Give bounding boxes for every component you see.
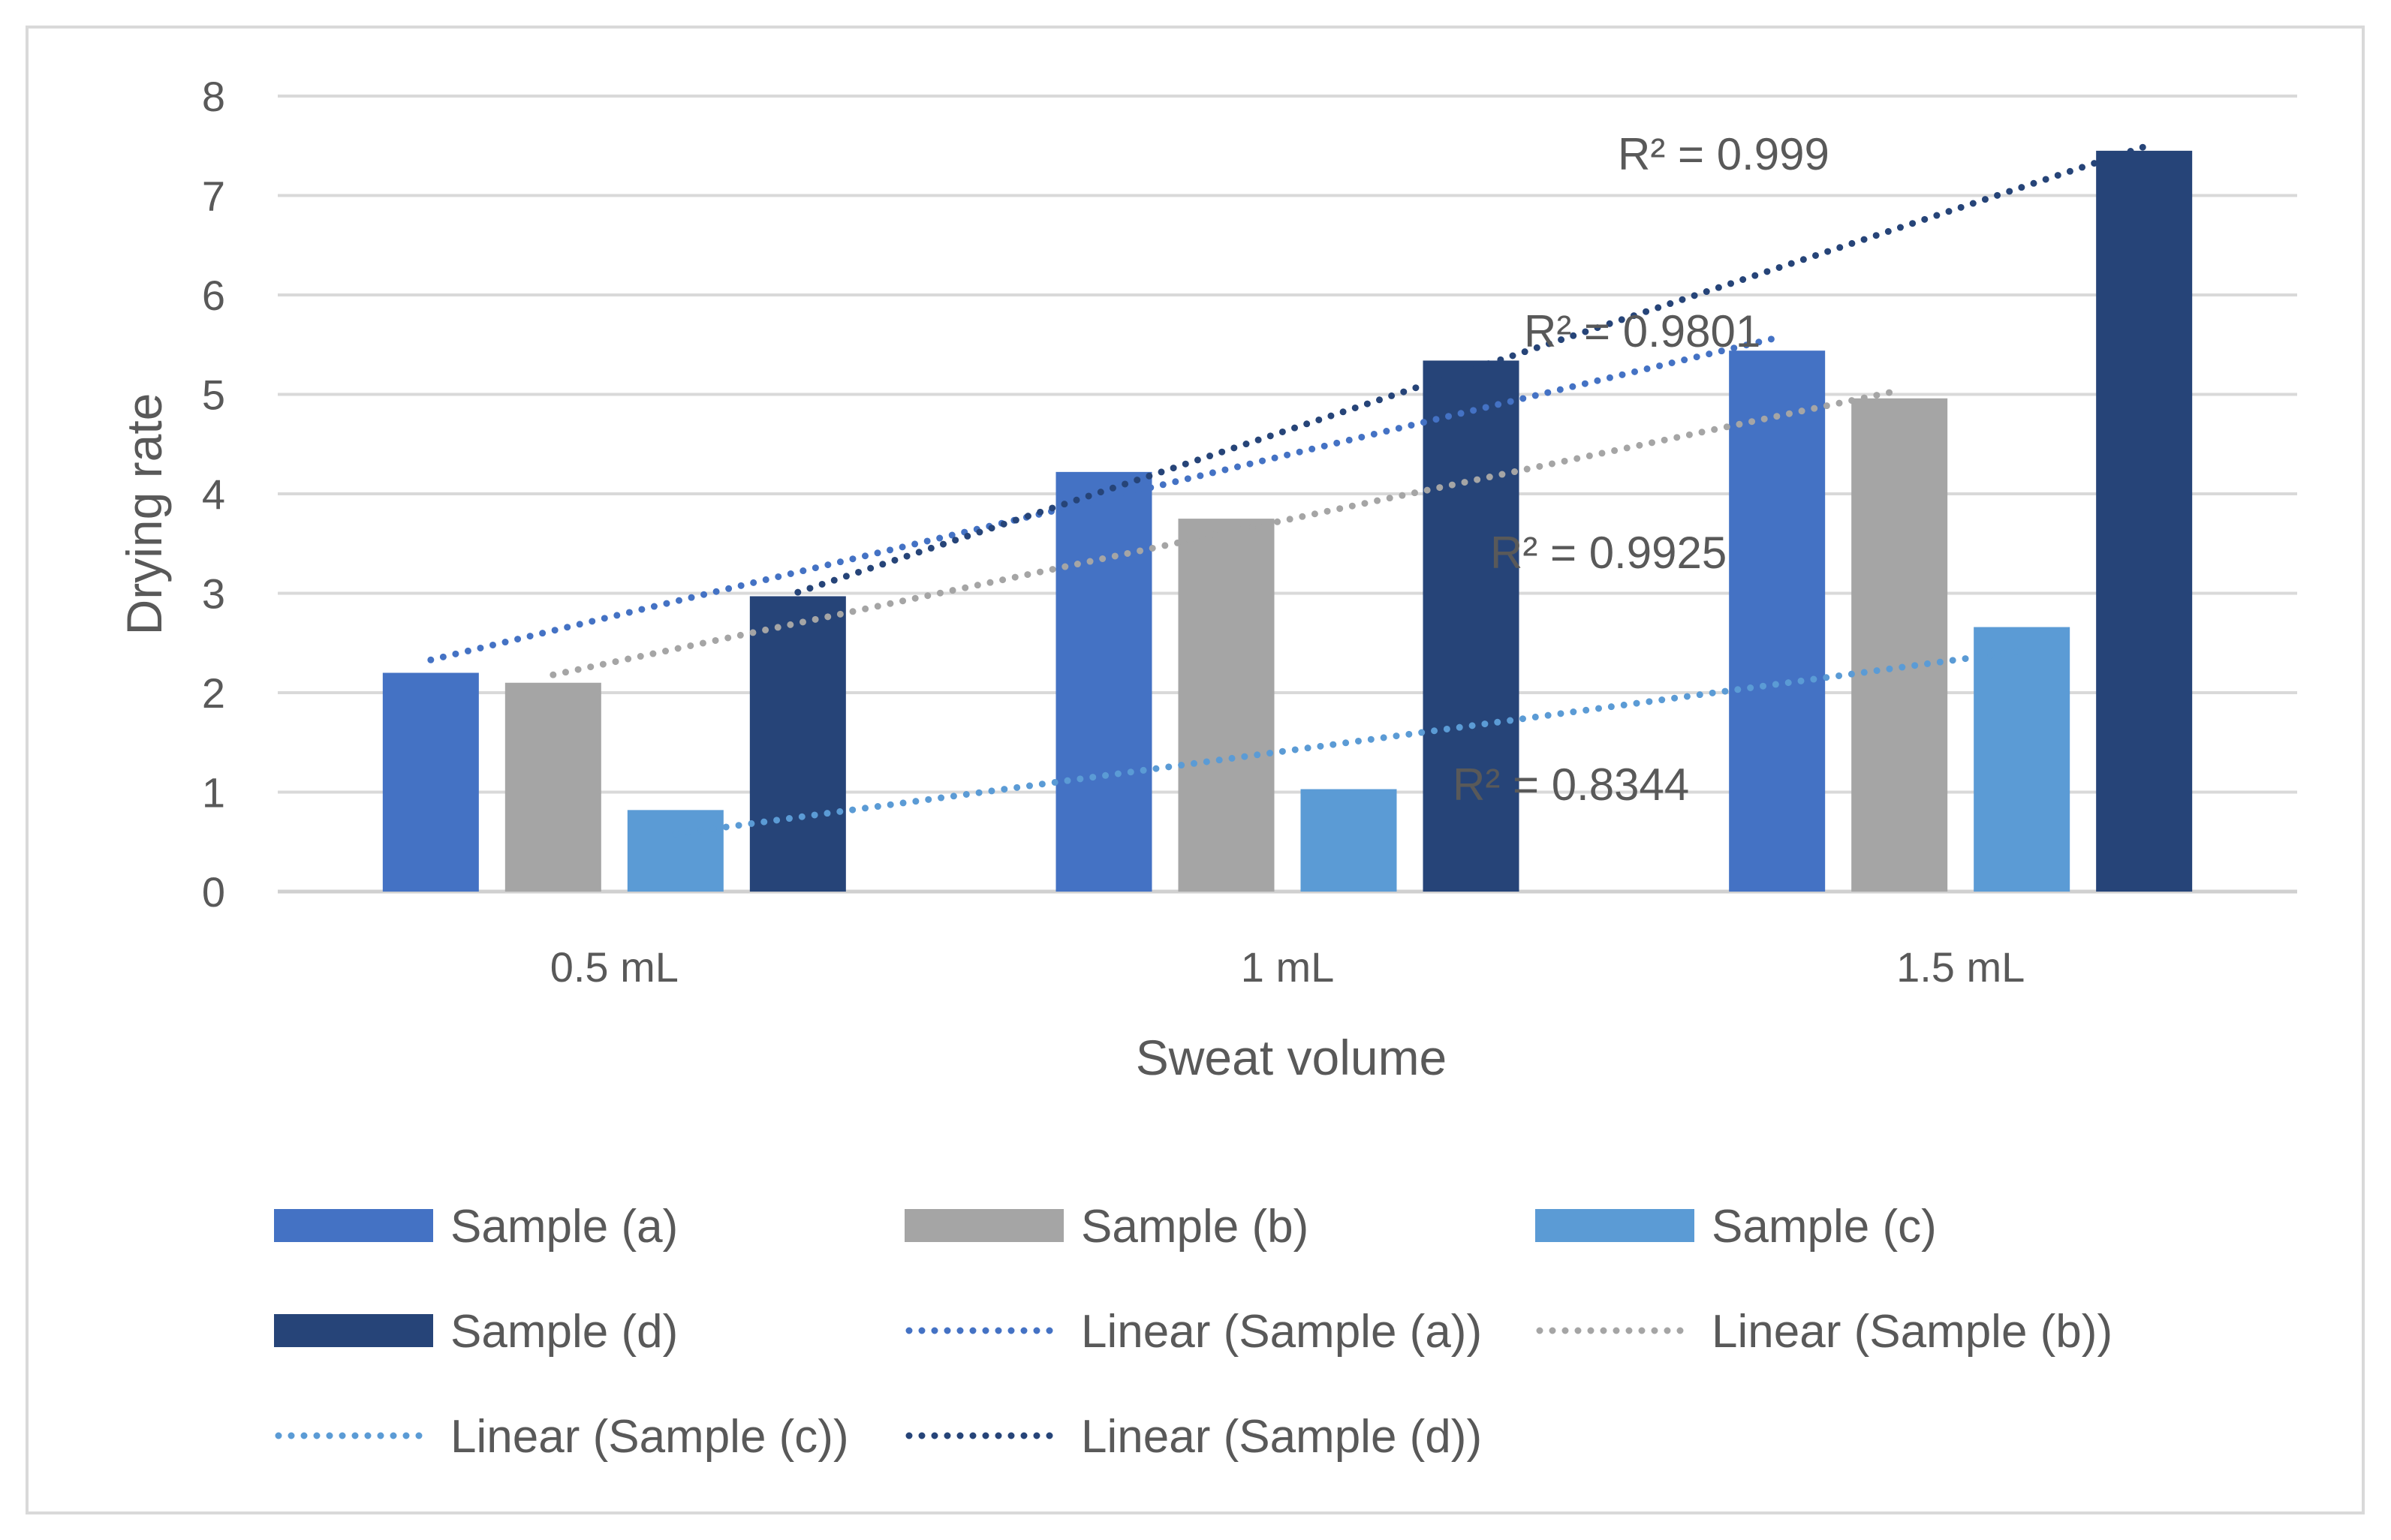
- y-tick-label: 5: [202, 371, 225, 419]
- bar-sample-a-1: [382, 672, 479, 892]
- bar-sample-c-1: [627, 810, 724, 892]
- r2-labels: R² = 0.9801 R² = 0.9925 R² = 0.8344 R² = 0.…: [1453, 129, 1829, 810]
- legend-label: Sample (a): [450, 1201, 678, 1253]
- bar-sample-b-2: [1178, 519, 1275, 892]
- bar-sample-d-3: [2096, 150, 2193, 892]
- y-tick-label: 8: [202, 73, 225, 120]
- y-tick-label: 2: [202, 669, 225, 717]
- x-tick-label: 0.5 mL: [550, 943, 679, 991]
- bar-sample-c-3: [1974, 627, 2070, 892]
- legend-label: Linear (Sample (c)): [450, 1411, 849, 1463]
- legend-swatch: [905, 1209, 1064, 1242]
- bars: [382, 150, 2193, 892]
- y-tick-label: 6: [202, 272, 225, 319]
- y-tick-label: 0: [202, 868, 225, 916]
- legend-swatch: [274, 1209, 433, 1242]
- trendline: [550, 387, 1903, 678]
- x-tick-label: 1 mL: [1241, 943, 1335, 991]
- x-axis-ticks: 0.5 mL 1 mL 1.5 mL: [550, 943, 2025, 991]
- legend-label: Linear (Sample (b)): [1712, 1306, 2112, 1358]
- y-axis-title: Drying rate: [116, 393, 172, 636]
- legend-label: Sample (b): [1081, 1201, 1308, 1253]
- bar-sample-d-1: [749, 596, 846, 892]
- legend-label: Linear (Sample (d)): [1081, 1411, 1482, 1463]
- bar-sample-b-3: [1851, 398, 1948, 892]
- legend-label: Sample (c): [1712, 1201, 1937, 1253]
- legend-label: Sample (d): [450, 1306, 678, 1358]
- legend-swatch: [1535, 1209, 1694, 1242]
- bar-sample-c-2: [1300, 789, 1397, 892]
- y-tick-label: 4: [202, 471, 225, 518]
- trendlines: [427, 143, 2148, 838]
- gridlines: [278, 95, 2297, 894]
- bar-sample-a-2: [1055, 471, 1152, 892]
- legend-label: Linear (Sample (a)): [1081, 1306, 1482, 1358]
- r2-label: R² = 0.9801: [1524, 306, 1760, 356]
- r2-label: R² = 0.999: [1618, 129, 1829, 179]
- legend: Sample (a) Sample (b) Sample (c) Sample (d)…: [274, 1201, 2112, 1463]
- y-tick-label: 3: [202, 570, 225, 618]
- x-axis-title: Sweat volume: [1136, 1030, 1447, 1085]
- y-tick-label: 7: [202, 173, 225, 220]
- r2-label: R² = 0.9925: [1490, 528, 1727, 578]
- trendline: [672, 647, 2025, 838]
- trendline: [427, 334, 1781, 663]
- bar-sample-b-1: [504, 682, 601, 892]
- bar-sample-a-3: [1729, 350, 1826, 892]
- y-tick-label: 1: [202, 769, 225, 817]
- y-axis-ticks: 0 1 2 3 4 5 6 7 8: [202, 73, 225, 916]
- bar-sample-d-2: [1423, 360, 1519, 892]
- legend-swatch: [274, 1314, 433, 1347]
- x-tick-label: 1.5 mL: [1896, 943, 2025, 991]
- r2-label: R² = 0.8344: [1453, 759, 1689, 810]
